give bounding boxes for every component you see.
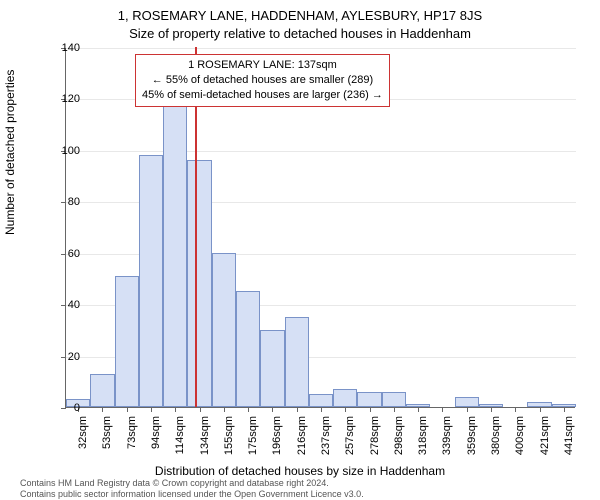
chart-title-description: Size of property relative to detached ho… [0, 26, 600, 41]
info-box-line1: 1 ROSEMARY LANE: 137sqm [142, 58, 383, 73]
x-tick-mark [224, 407, 225, 412]
x-tick-mark [151, 407, 152, 412]
histogram-bar [455, 397, 479, 407]
y-tick-label: 0 [40, 402, 80, 414]
footer-copyright-1: Contains HM Land Registry data © Crown c… [20, 478, 329, 488]
x-tick-mark [394, 407, 395, 412]
histogram-bar [357, 392, 381, 407]
x-tick-mark [297, 407, 298, 412]
histogram-bar [139, 155, 163, 407]
histogram-bar [260, 330, 284, 407]
histogram-bar [163, 106, 187, 407]
x-tick-mark [321, 407, 322, 412]
histogram-bar [309, 394, 333, 407]
y-tick-label: 120 [40, 93, 80, 105]
histogram-bar [382, 392, 406, 407]
y-axis-label: Number of detached properties [3, 70, 17, 235]
x-tick-mark [272, 407, 273, 412]
y-tick-label: 40 [40, 299, 80, 311]
x-tick-mark [491, 407, 492, 412]
x-tick-mark [345, 407, 346, 412]
info-box-line3: 45% of semi-detached houses are larger (… [142, 88, 383, 103]
x-tick-mark [442, 407, 443, 412]
grid-line [66, 151, 576, 152]
x-tick-mark [248, 407, 249, 412]
chart-container: 1, ROSEMARY LANE, HADDENHAM, AYLESBURY, … [0, 0, 600, 500]
histogram-bar [236, 291, 260, 407]
x-tick-mark [564, 407, 565, 412]
x-tick-mark [175, 407, 176, 412]
x-tick-mark [418, 407, 419, 412]
histogram-bar [187, 160, 211, 407]
property-info-box: 1 ROSEMARY LANE: 137sqm ← 55% of detache… [135, 54, 390, 107]
x-tick-mark [540, 407, 541, 412]
x-tick-mark [515, 407, 516, 412]
x-tick-mark [127, 407, 128, 412]
histogram-bar [285, 317, 309, 407]
y-tick-label: 140 [40, 42, 80, 54]
info-box-line2: ← 55% of detached houses are smaller (28… [142, 73, 383, 88]
histogram-bar [115, 276, 139, 407]
x-axis-label: Distribution of detached houses by size … [0, 464, 600, 478]
x-tick-mark [370, 407, 371, 412]
x-tick-mark [200, 407, 201, 412]
grid-line [66, 48, 576, 49]
y-tick-label: 80 [40, 196, 80, 208]
footer-copyright-2: Contains public sector information licen… [20, 489, 364, 499]
chart-plot-area: 1 ROSEMARY LANE: 137sqm ← 55% of detache… [65, 48, 575, 408]
chart-title-address: 1, ROSEMARY LANE, HADDENHAM, AYLESBURY, … [0, 8, 600, 23]
histogram-bar [333, 389, 357, 407]
x-tick-mark [102, 407, 103, 412]
y-tick-label: 20 [40, 351, 80, 363]
x-tick-mark [467, 407, 468, 412]
y-tick-label: 100 [40, 145, 80, 157]
histogram-bar [90, 374, 114, 407]
histogram-bar [212, 253, 236, 407]
y-tick-label: 60 [40, 248, 80, 260]
